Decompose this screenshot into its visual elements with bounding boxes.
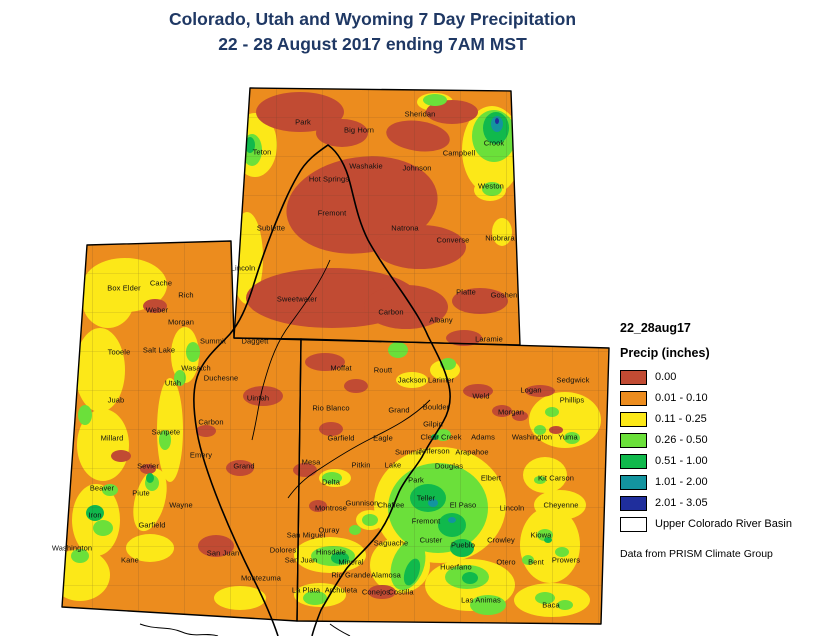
legend-swatch [620, 390, 647, 406]
legend-swatch [620, 474, 647, 490]
legend-swatch [620, 369, 647, 385]
legend-label: Upper Colorado River Basin [655, 518, 792, 530]
legend-subheading: Precip (inches) [620, 346, 710, 360]
legend-item: 0.26 - 0.50 [620, 432, 828, 448]
legend-swatch [620, 453, 647, 469]
legend-heading: 22_28aug17 [620, 321, 691, 335]
legend-label: 0.01 - 0.10 [655, 392, 708, 404]
legend-item: 0.11 - 0.25 [620, 411, 828, 427]
title-line-1: Colorado, Utah and Wyoming 7 Day Precipi… [168, 9, 577, 29]
legend-items: 0.00 0.01 - 0.10 0.11 - 0.25 0.26 - 0.50 0.5… [620, 369, 828, 532]
page-title: Colorado, Utah and Wyoming 7 Day Precipi… [0, 7, 745, 56]
title-line-2: 22 - 28 August 2017 ending 7AM MST [218, 33, 527, 54]
legend-item: 0.51 - 1.00 [620, 453, 828, 469]
legend-label: 0.00 [655, 371, 677, 383]
stream-lines [139, 623, 351, 636]
legend-label: 2.01 - 3.05 [655, 497, 708, 509]
legend-swatch [620, 516, 647, 532]
legend-item: Upper Colorado River Basin [620, 516, 828, 532]
legend-swatch [620, 411, 647, 427]
legend-item: 2.01 - 3.05 [620, 495, 828, 511]
legend-swatch [620, 432, 647, 448]
legend-swatch [620, 495, 647, 511]
legend-item: 1.01 - 2.00 [620, 474, 828, 490]
legend-label: 0.11 - 0.25 [655, 413, 707, 425]
data-source-note: Data from PRISM Climate Group [620, 548, 773, 560]
legend-item: 0.01 - 0.10 [620, 390, 828, 406]
legend-label: 1.01 - 2.00 [655, 476, 708, 488]
map-legend: 22_28aug17 Precip (inches) 0.00 0.01 - 0.… [620, 321, 828, 560]
legend-item: 0.00 [620, 369, 828, 385]
legend-label: 0.51 - 1.00 [655, 455, 708, 467]
river-basin-outline [193, 144, 451, 636]
legend-label: 0.26 - 0.50 [655, 434, 708, 446]
state-borders [61, 87, 610, 625]
